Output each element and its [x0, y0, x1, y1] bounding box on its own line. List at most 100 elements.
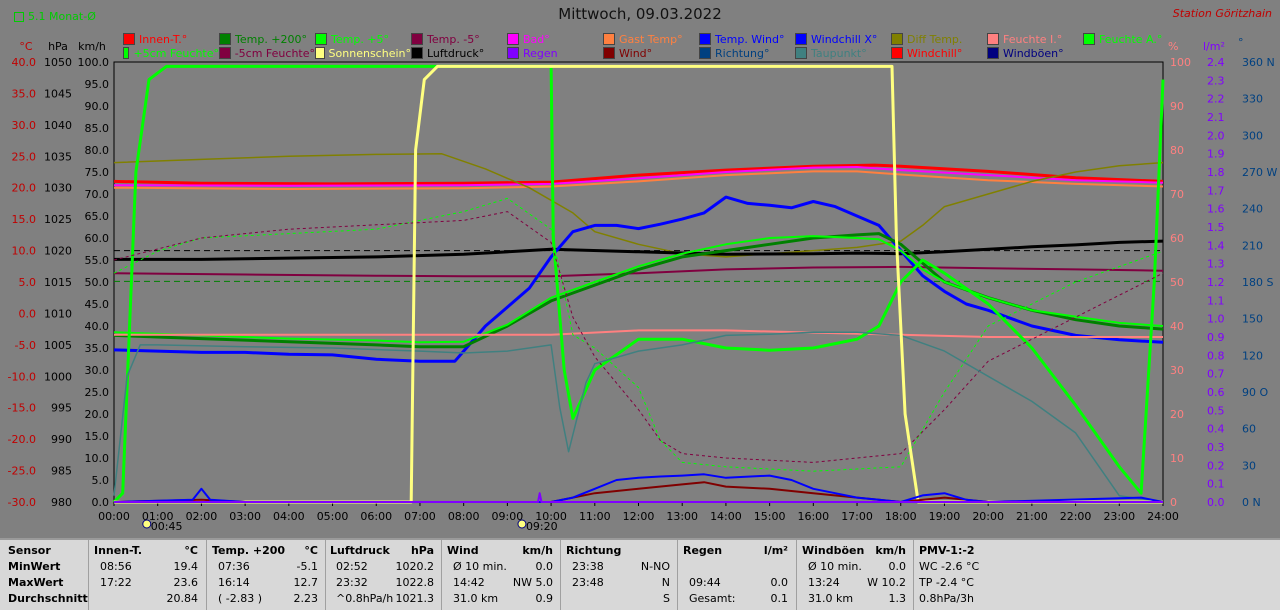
lm2-tick-label: 1.1 — [1207, 294, 1225, 307]
legend-item[interactable]: Windchill X° — [795, 32, 891, 46]
stats-title: Wind — [447, 544, 479, 557]
series-line — [113, 153, 1164, 258]
sun-event-icon — [142, 519, 152, 529]
legend-item[interactable]: Windchill° — [891, 46, 987, 60]
lm2-tick-label: 0.9 — [1207, 331, 1225, 344]
stats-value: 0.0 — [888, 560, 907, 573]
x-tick-label: 13:00 — [666, 510, 698, 523]
celsius-tick-label: 30.0 — [12, 119, 37, 132]
kmh-tick-label: 40.0 — [85, 320, 110, 333]
stats-header: Regen l/m² — [683, 543, 788, 559]
deg-tick-label: 30 — [1242, 459, 1256, 472]
legend-item[interactable]: Luftdruck° — [411, 46, 507, 60]
legend-label: Luftdruck° — [427, 46, 485, 60]
stats-title: Regen — [683, 544, 723, 557]
stats-row: 13:24 W 10.2 — [802, 575, 906, 591]
legend-swatch — [603, 47, 615, 59]
legend-label: Innen-T.° — [139, 32, 188, 46]
stats-row: 0.8hPa/3h — [919, 592, 975, 605]
stats-header: Windböen km/h — [802, 543, 906, 559]
legend-item[interactable]: Regen — [507, 46, 603, 60]
legend-label: Temp. +200° — [235, 32, 308, 46]
stats-title: Richtung — [566, 544, 622, 557]
legend-swatch — [219, 47, 231, 59]
legend-label: Richtung° — [715, 46, 770, 60]
legend-item[interactable]: Feuchte I.° — [987, 32, 1083, 46]
weather-chart: 00:00 01:00 02:00 03:00 04:00 05:00 06:00 07:00… — [8, 36, 1278, 533]
lm2-tick-label: 0.0 — [1207, 496, 1225, 509]
monthly-average-toggle[interactable]: 5.1 Monat-Ø — [14, 10, 96, 23]
stats-wind: Wind km/h Ø 10 min. 0.0 14:42 NW 5.0 31.0 km 0.… — [447, 543, 553, 607]
legend-item[interactable]: Temp. Wind° — [699, 32, 795, 46]
stats-label: 23:32 — [336, 576, 368, 589]
legend-swatch — [411, 33, 423, 45]
legend-item[interactable]: -5cm Feuchte° — [219, 46, 315, 60]
celsius-tick-label: -25.0 — [8, 465, 36, 478]
legend-item[interactable]: Gast Temp° — [603, 32, 699, 46]
stats-value: 0.1 — [770, 592, 789, 605]
stats-luftdruck: Luftdruck hPa 02:52 1020.2 23:32 1022.8 ^0.8hP… — [330, 543, 434, 607]
kmh-tick-label: 10.0 — [85, 452, 110, 465]
legend-item[interactable]: Temp. -5° — [411, 32, 507, 46]
lm2-tick-label: 1.7 — [1207, 184, 1225, 197]
hpa-tick-label: 985 — [51, 465, 72, 478]
lm2-tick-label: 1.9 — [1207, 148, 1225, 161]
legend-swatch — [1083, 33, 1095, 45]
stats-value: 0.9 — [535, 592, 554, 605]
stats-column: Sensor MinWert MaxWert Durchschnitt — [8, 543, 88, 607]
x-tick-label: 21:00 — [1016, 510, 1048, 523]
divider — [441, 540, 442, 610]
lm2-tick-label: 2.1 — [1207, 111, 1225, 124]
legend-item[interactable]: Diff Temp. — [891, 32, 987, 46]
stats-unit: hPa — [410, 544, 434, 557]
percent-tick-label: 100 — [1170, 56, 1191, 69]
stats-row: 31.0 km 0.9 — [447, 591, 553, 607]
x-tick-label: 17:00 — [841, 510, 873, 523]
legend-item[interactable]: +5cm Feuchte° — [123, 46, 219, 60]
legend-item[interactable]: Innen-T.° — [123, 32, 219, 46]
series-line — [113, 197, 1164, 472]
legend-item[interactable]: Temp. +5° — [315, 32, 411, 46]
stats-label: 08:56 — [100, 560, 132, 573]
chart-title: Mittwoch, 09.03.2022 — [558, 5, 722, 23]
kmh-tick-label: 0.0 — [92, 496, 110, 509]
lm2-tick-label: 1.2 — [1207, 276, 1225, 289]
legend-item[interactable]: Taupunkt° — [795, 46, 891, 60]
stats-label: 16:14 — [218, 576, 250, 589]
stats-title: Windböen — [802, 544, 865, 557]
sun-event-time: 00:45 — [151, 520, 183, 533]
lm2-tick-label: 1.6 — [1207, 203, 1225, 216]
legend-label: Windchill° — [907, 46, 963, 60]
stats-value: 19.4 — [173, 560, 199, 573]
stats-label: 02:52 — [336, 560, 368, 573]
stats-value: N — [661, 576, 670, 589]
lm2-tick-label: 0.2 — [1207, 459, 1225, 472]
stats-label: Ø 10 min. — [808, 560, 862, 573]
legend-item[interactable]: Sonnenschein° — [315, 46, 411, 60]
legend: Innen-T.° Temp. +200° Temp. +5° Temp. -5° Ba… — [123, 32, 1183, 60]
celsius-tick-label: 10.0 — [12, 245, 37, 258]
lm2-tick-label: 0.5 — [1207, 404, 1225, 417]
x-tick-label: 10:00 — [535, 510, 567, 523]
celsius-tick-label: 15.0 — [12, 213, 37, 226]
celsius-tick-label: 35.0 — [12, 87, 37, 100]
legend-item[interactable]: Bad° — [507, 32, 603, 46]
stats-value: 2.23 — [293, 592, 319, 605]
kmh-tick-label: 100.0 — [78, 56, 110, 69]
legend-item[interactable]: Richtung° — [699, 46, 795, 60]
hpa-tick-label: 1000 — [44, 370, 72, 383]
divider — [206, 540, 207, 610]
stats-label: ^0.8hPa/h — [336, 592, 394, 605]
deg-tick-label: 360 N — [1242, 56, 1275, 69]
stats-label: 07:36 — [218, 560, 250, 573]
legend-item[interactable]: Wind° — [603, 46, 699, 60]
lm2-tick-label: 0.3 — [1207, 441, 1225, 454]
legend-label: -5cm Feuchte° — [234, 46, 315, 60]
stats-value: S — [663, 592, 670, 605]
celsius-tick-label: -30.0 — [8, 496, 36, 509]
hpa-tick-label: 1050 — [44, 56, 72, 69]
stats-value: 1021.3 — [395, 592, 435, 605]
legend-item[interactable]: Temp. +200° — [219, 32, 315, 46]
legend-item[interactable]: Windböen° — [987, 46, 1083, 60]
legend-item[interactable]: Feuchte A.° — [1083, 32, 1179, 46]
